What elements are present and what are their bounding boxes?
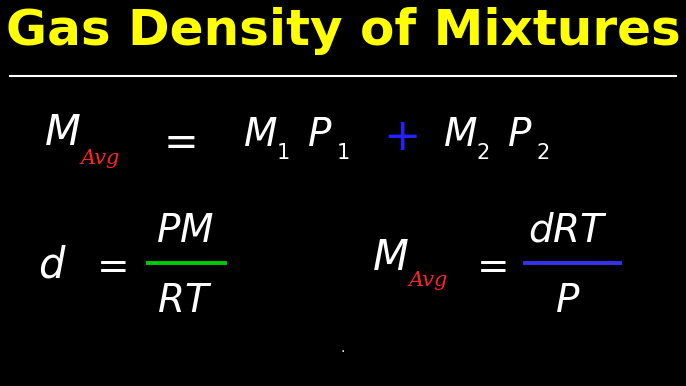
Text: $\mathit{2}$: $\mathit{2}$ (477, 143, 490, 163)
Text: $\mathit{2}$: $\mathit{2}$ (536, 143, 549, 163)
Text: .: . (341, 341, 345, 355)
Text: $+$: $+$ (383, 115, 417, 159)
Text: Avg: Avg (408, 271, 448, 290)
Text: $\mathit{M}$: $\mathit{M}$ (442, 117, 477, 154)
Text: $\mathit{M}$: $\mathit{M}$ (44, 112, 80, 154)
Text: $\mathit{1}$: $\mathit{1}$ (336, 143, 350, 163)
Text: $=$: $=$ (469, 247, 507, 284)
Text: $\mathit{d}$: $\mathit{d}$ (38, 245, 67, 287)
Text: $\mathit{M}$: $\mathit{M}$ (372, 237, 408, 279)
Text: $\mathit{1}$: $\mathit{1}$ (276, 143, 289, 163)
Text: $\mathit{PM}$: $\mathit{PM}$ (156, 213, 214, 249)
Text: $\mathit{dRT}$: $\mathit{dRT}$ (528, 213, 608, 249)
Text: Gas Density of Mixtures: Gas Density of Mixtures (5, 7, 681, 55)
Text: $\mathit{M}$: $\mathit{M}$ (243, 117, 277, 154)
Text: Avg: Avg (80, 149, 119, 169)
Text: $=$: $=$ (89, 247, 127, 284)
Text: $\mathit{P}$: $\mathit{P}$ (555, 283, 580, 320)
Text: $=$: $=$ (155, 120, 196, 162)
Text: $\mathit{RT}$: $\mathit{RT}$ (157, 283, 213, 320)
Text: $\mathit{P}$: $\mathit{P}$ (307, 117, 333, 154)
Text: $\mathit{P}$: $\mathit{P}$ (508, 117, 533, 154)
